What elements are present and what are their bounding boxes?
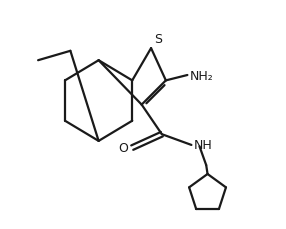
Text: O: O (118, 142, 128, 154)
Text: S: S (154, 33, 162, 46)
Text: NH: NH (194, 139, 212, 152)
Text: NH₂: NH₂ (190, 69, 214, 82)
